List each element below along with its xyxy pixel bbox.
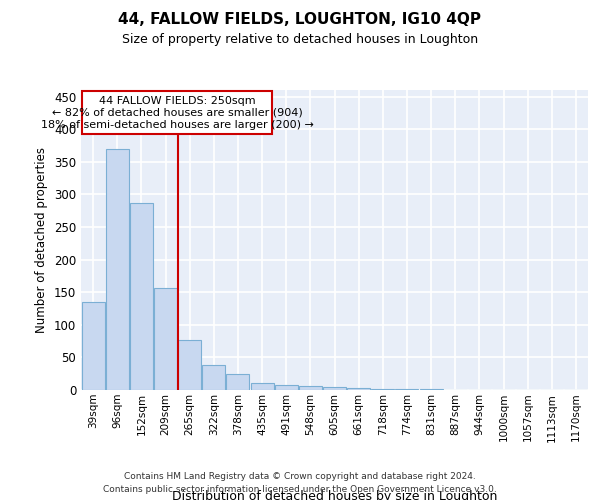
- Bar: [347, 388, 370, 390]
- Bar: [275, 385, 298, 390]
- X-axis label: Distribution of detached houses by size in Loughton: Distribution of detached houses by size …: [172, 490, 497, 500]
- Bar: [323, 386, 346, 390]
- Text: ← 82% of detached houses are smaller (904): ← 82% of detached houses are smaller (90…: [52, 108, 302, 118]
- Text: Contains public sector information licensed under the Open Government Licence v3: Contains public sector information licen…: [103, 485, 497, 494]
- Text: Size of property relative to detached houses in Loughton: Size of property relative to detached ho…: [122, 32, 478, 46]
- Bar: [154, 288, 177, 390]
- Y-axis label: Number of detached properties: Number of detached properties: [35, 147, 49, 333]
- Text: Contains HM Land Registry data © Crown copyright and database right 2024.: Contains HM Land Registry data © Crown c…: [124, 472, 476, 481]
- Bar: [299, 386, 322, 390]
- Bar: [130, 203, 153, 390]
- Text: 44 FALLOW FIELDS: 250sqm: 44 FALLOW FIELDS: 250sqm: [98, 96, 255, 106]
- Bar: [82, 302, 104, 390]
- Bar: [178, 340, 201, 390]
- Bar: [371, 388, 394, 390]
- Bar: [82, 92, 272, 134]
- Bar: [202, 365, 225, 390]
- Bar: [106, 148, 128, 390]
- Text: 18% of semi-detached houses are larger (200) →: 18% of semi-detached houses are larger (…: [41, 120, 313, 130]
- Bar: [226, 374, 250, 390]
- Bar: [251, 383, 274, 390]
- Text: 44, FALLOW FIELDS, LOUGHTON, IG10 4QP: 44, FALLOW FIELDS, LOUGHTON, IG10 4QP: [119, 12, 482, 28]
